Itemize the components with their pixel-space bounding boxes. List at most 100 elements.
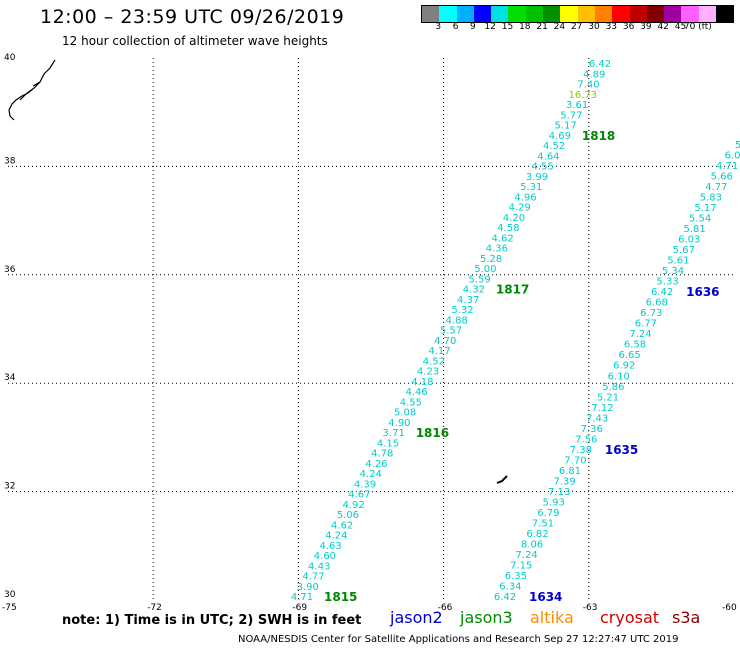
satellite-legend-jason2: jason2 — [390, 608, 443, 627]
swh-value: 5 — [735, 140, 740, 151]
footer-credit: NOAA/NESDIS Center for Satellite Applica… — [238, 634, 679, 645]
swh-value: 4.62 — [491, 233, 513, 244]
swh-value: 5.86 — [602, 382, 624, 393]
swh-value: 3.71 — [383, 428, 405, 439]
swh-value: 7.39 — [553, 476, 575, 487]
scale-swatch — [646, 6, 665, 22]
scale-swatch — [456, 6, 474, 22]
lon-tick-label: -75 — [2, 603, 17, 613]
scale-label: 15 — [501, 22, 514, 32]
swh-value: 6.92 — [613, 361, 635, 372]
swh-value: 6.65 — [618, 350, 640, 361]
swh-value: 4.29 — [509, 203, 531, 214]
swh-value: 4.71 — [291, 592, 313, 603]
scale-swatch — [594, 6, 613, 22]
swh-value: 4.20 — [503, 213, 525, 224]
scale-swatch — [508, 6, 526, 22]
swh-value: 4.32 — [463, 285, 485, 296]
swh-value: 5.66 — [711, 172, 733, 183]
swh-value: 7.13 — [548, 487, 570, 498]
scale-label: 24 — [553, 22, 566, 32]
swh-value: 7.24 — [516, 550, 538, 561]
swh-value: 4.77 — [302, 572, 324, 583]
swh-value: 6.10 — [608, 371, 630, 382]
scale-swatch — [560, 6, 578, 22]
swh-value: 4.67 — [348, 490, 370, 501]
swh-value: 4.96 — [514, 192, 536, 203]
pass-time-label: 1635 — [605, 443, 638, 457]
lon-tick-label: -72 — [147, 603, 162, 613]
pass-time-label: 1636 — [686, 285, 719, 299]
swh-value: 6.35 — [505, 571, 527, 582]
swh-value: 4.37 — [457, 295, 479, 306]
swh-value: 6.03 — [678, 235, 700, 246]
swh-value: 7.70 — [564, 455, 586, 466]
swh-value: 5.54 — [689, 214, 711, 225]
lat-tick-label: 34 — [4, 373, 16, 383]
swh-value: 4.36 — [486, 244, 508, 255]
scale-label: 33 — [605, 22, 618, 32]
pass-time-label: 1815 — [324, 590, 357, 604]
swh-value: 3.99 — [526, 172, 548, 183]
scale-swatch — [629, 6, 647, 22]
swh-value: 4.69 — [549, 131, 571, 142]
swh-value: 4.46 — [405, 387, 427, 398]
lon-tick-label: -66 — [438, 603, 453, 613]
swh-value: 4.17 — [428, 346, 450, 357]
swh-value: 4.15 — [377, 438, 399, 449]
swh-value: 6.34 — [499, 581, 521, 592]
wave-height-color-scale — [421, 5, 735, 23]
swh-value: 8.06 — [521, 539, 543, 550]
swh-value: 4.62 — [331, 520, 353, 531]
swh-value: 5.06 — [337, 510, 359, 521]
swh-value: 6.73 — [640, 308, 662, 319]
swh-value: 5.93 — [543, 497, 565, 508]
satellite-legend-cryosat: cryosat — [600, 608, 660, 627]
swh-value: 5.31 — [520, 182, 542, 193]
swh-value: 4.39 — [354, 479, 376, 490]
swh-value: 7.38 — [570, 445, 592, 456]
lat-tick-label: 40 — [4, 53, 16, 63]
swh-value: 4.88 — [446, 315, 468, 326]
satellite-legend-jason3: jason3 — [460, 608, 513, 627]
swh-value: 7.24 — [629, 329, 651, 340]
swh-value: 5.21 — [597, 392, 619, 403]
swh-value: 5.57 — [440, 326, 462, 337]
swh-value: 4.24 — [325, 531, 347, 542]
lat-tick-label: 38 — [4, 156, 16, 166]
swh-value: 4.78 — [371, 449, 393, 460]
swh-value: 4.60 — [314, 551, 336, 562]
swh-value: 7.51 — [532, 518, 554, 529]
swh-value: 5.83 — [700, 193, 722, 204]
swh-value: 4.64 — [537, 151, 559, 162]
scale-swatch — [577, 6, 595, 22]
swh-value: 4.52 — [543, 141, 565, 152]
swh-value: 5.67 — [673, 245, 695, 256]
swh-value: 3.90 — [297, 582, 319, 593]
swh-value: 7.36 — [581, 424, 603, 435]
swh-value: 16.73 — [568, 90, 597, 101]
scale-label: 45 — [674, 22, 687, 32]
coastline — [8, 59, 56, 121]
scale-label: 9 — [470, 22, 476, 32]
swh-value: 4.90 — [388, 418, 410, 429]
swh-value: 4.92 — [342, 500, 364, 511]
swh-value: 4.70 — [434, 336, 456, 347]
scale-swatch — [543, 6, 561, 22]
lon-tick-label: -60 — [722, 603, 737, 613]
scale-swatch — [612, 6, 630, 22]
swh-value: 7.56 — [575, 434, 597, 445]
swh-value: 7.43 — [586, 413, 608, 424]
scale-label: 18 — [519, 22, 531, 32]
swh-value: 6.0 — [725, 151, 740, 162]
scale-swatch — [422, 6, 440, 22]
swh-value: 7.15 — [510, 560, 532, 571]
scale-swatch — [681, 6, 699, 22]
swh-value: 4.89 — [583, 69, 605, 80]
scale-label: 70 (ft) — [683, 22, 712, 32]
swh-value: 6.81 — [559, 466, 581, 477]
scale-label: 42 — [657, 22, 669, 32]
swh-value: 7.12 — [591, 403, 613, 414]
swh-value: 4.52 — [423, 356, 445, 367]
